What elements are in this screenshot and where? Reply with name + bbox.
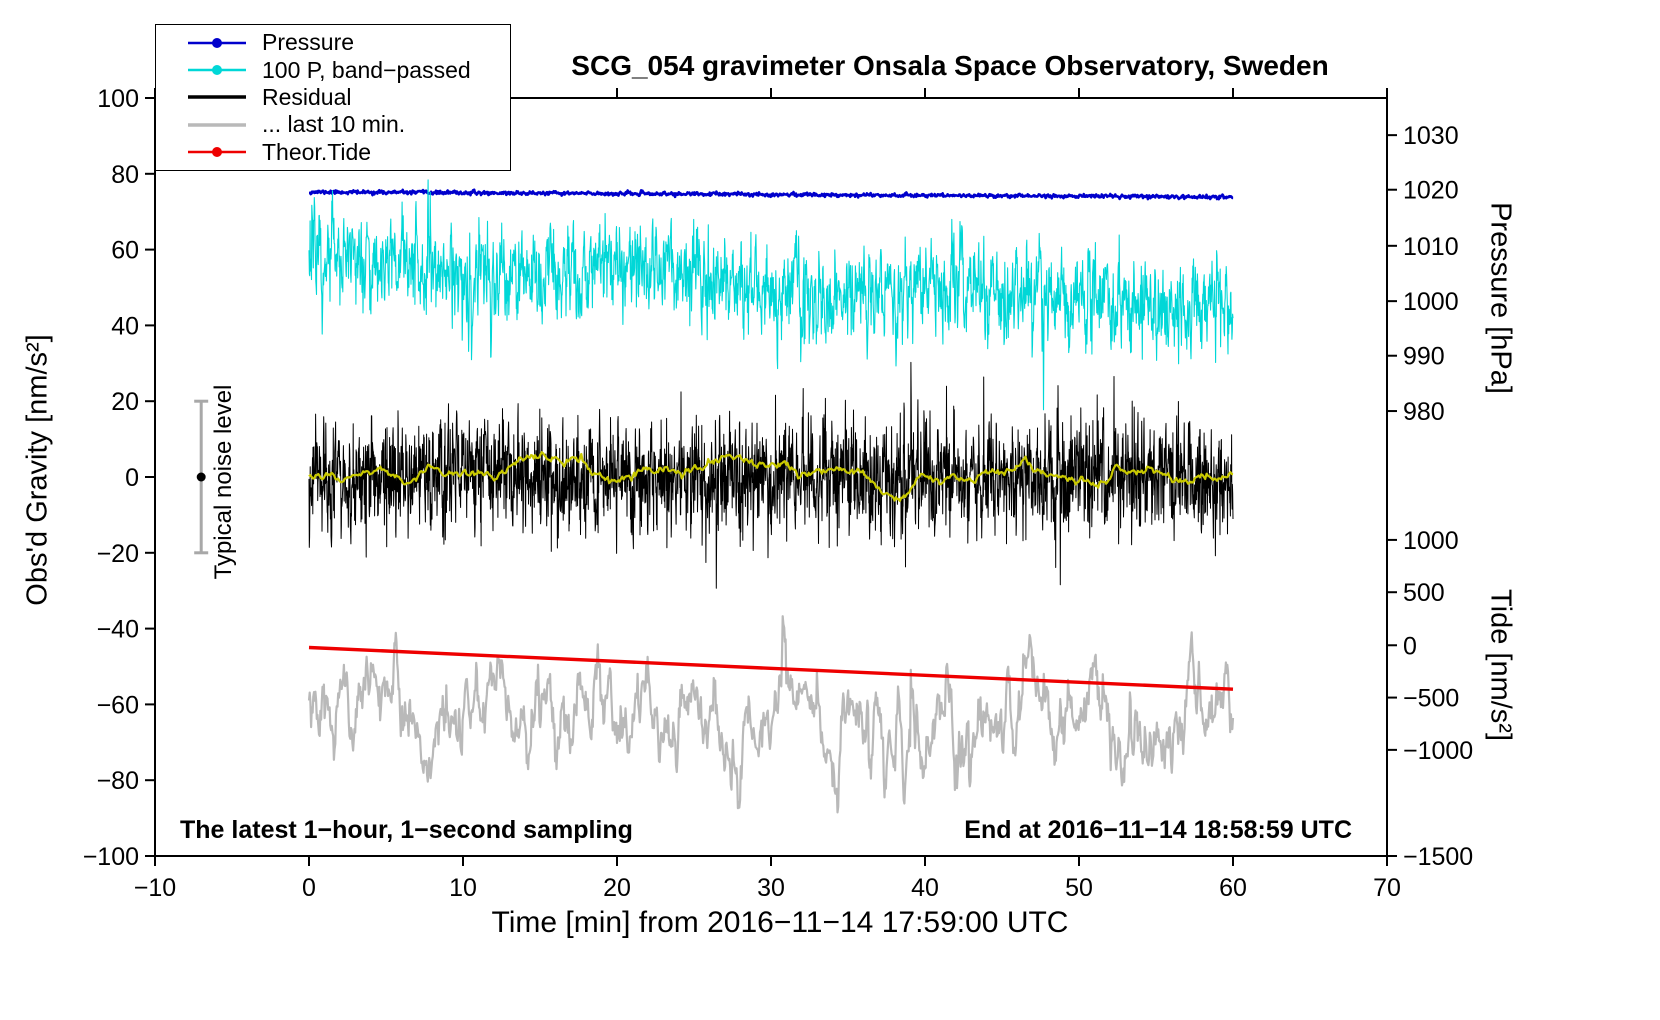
series-residual <box>308 361 1234 589</box>
svg-text:70: 70 <box>1373 874 1401 902</box>
series-last-10-min <box>307 615 1235 814</box>
tide-axis-label: Tide [nm/s²] <box>1484 588 1517 742</box>
svg-text:60: 60 <box>1219 874 1247 902</box>
svg-text:−1000: −1000 <box>1403 737 1473 765</box>
legend-item: ... last 10 min. <box>186 111 510 138</box>
svg-text:40: 40 <box>111 312 139 340</box>
end-time-annotation: End at 2016−11−14 18:58:59 UTC <box>964 816 1352 844</box>
svg-text:−40: −40 <box>97 616 139 644</box>
svg-text:1010: 1010 <box>1403 233 1459 261</box>
svg-text:1000: 1000 <box>1403 288 1459 316</box>
sampling-annotation: The latest 1−hour, 1−second sampling <box>180 816 633 844</box>
axis-ticks: −10 0 10 20 30 40 50 60 70−100−80−60−40−20020406… <box>83 85 1474 902</box>
svg-text:−20: −20 <box>97 540 139 568</box>
legend-line-swatch <box>188 95 246 100</box>
data-series <box>307 179 1235 814</box>
svg-text:0: 0 <box>1403 632 1417 660</box>
svg-text:−10: −10 <box>134 874 176 902</box>
legend-item: Pressure <box>186 29 510 56</box>
svg-text:0: 0 <box>125 464 139 492</box>
svg-text:100: 100 <box>97 85 139 113</box>
series-pressure <box>308 188 1234 201</box>
series-100-p-band-passed <box>308 179 1234 411</box>
svg-text:980: 980 <box>1403 398 1445 426</box>
legend-label: Residual <box>262 83 352 110</box>
svg-text:500: 500 <box>1403 579 1445 607</box>
series-residual-smoothed <box>308 451 1234 503</box>
svg-text:1020: 1020 <box>1403 177 1459 205</box>
legend-label: 100 P, band−passed <box>262 56 471 83</box>
gravity-axis-label: Obs'd Gravity [nm/s²] <box>21 334 54 606</box>
legend-line-dot-swatch <box>188 37 246 48</box>
svg-text:−500: −500 <box>1403 685 1459 713</box>
svg-text:30: 30 <box>757 874 785 902</box>
legend-item: Theor.Tide <box>186 139 510 165</box>
noise-level-marker <box>194 399 209 555</box>
x-axis-label: Time [min] from 2016−11−14 17:59:00 UTC <box>491 906 1069 939</box>
svg-text:20: 20 <box>603 874 631 902</box>
pressure-axis-label: Pressure [hPa] <box>1484 202 1517 394</box>
svg-text:60: 60 <box>111 237 139 265</box>
legend-label: Theor.Tide <box>262 138 372 165</box>
noise-level-label: Typical noise level <box>210 384 237 580</box>
svg-text:80: 80 <box>111 161 139 189</box>
svg-text:1000: 1000 <box>1403 527 1459 555</box>
legend-item: Residual <box>186 84 510 110</box>
series-theor-tide <box>308 645 1234 691</box>
svg-text:990: 990 <box>1403 343 1445 371</box>
svg-text:0: 0 <box>302 874 316 902</box>
legend-label: ... last 10 min. <box>262 111 406 138</box>
svg-text:−60: −60 <box>97 691 139 719</box>
svg-text:1030: 1030 <box>1403 122 1459 150</box>
svg-text:−100: −100 <box>83 843 139 871</box>
legend-line-dot-swatch <box>188 147 246 158</box>
legend-box: Pressure 100 P, band−passed Residual... la… <box>155 24 511 171</box>
legend-line-swatch <box>188 123 246 127</box>
svg-text:10: 10 <box>449 874 477 902</box>
legend-line-dot-swatch <box>188 65 246 76</box>
chart-title: SCG_054 gravimeter Onsala Space Observat… <box>571 50 1329 81</box>
legend-item: 100 P, band−passed <box>186 57 510 83</box>
svg-text:40: 40 <box>911 874 939 902</box>
svg-text:50: 50 <box>1065 874 1093 902</box>
legend-label: Pressure <box>262 29 355 56</box>
svg-text:20: 20 <box>111 388 139 416</box>
svg-text:−80: −80 <box>97 767 139 795</box>
svg-text:−1500: −1500 <box>1403 843 1473 871</box>
